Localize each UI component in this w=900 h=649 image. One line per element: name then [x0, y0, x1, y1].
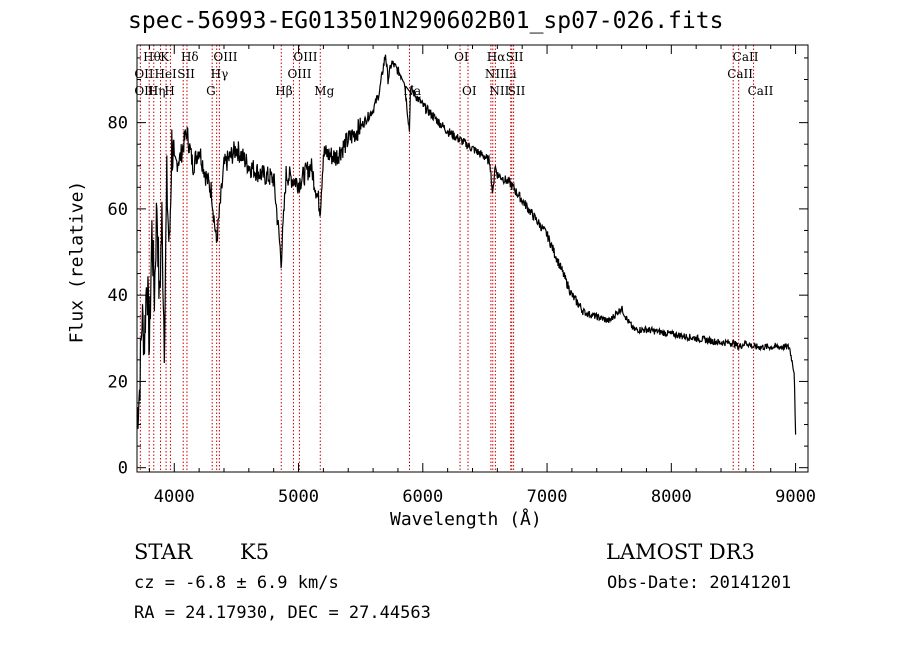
spectral-line-label: CaII	[733, 50, 759, 64]
y-tick-label: 60	[108, 200, 128, 220]
x-tick-label: 6000	[402, 487, 443, 507]
spectral-line-label: Mg	[314, 84, 334, 98]
y-axis-label: Flux (relative)	[66, 180, 88, 344]
y-axis-ticks: 0 20 40 60 80	[108, 57, 808, 479]
spectral-line-label: NII	[485, 67, 505, 81]
spectral-line-label: CaII	[727, 67, 753, 81]
x-tick-label: 7000	[527, 487, 568, 507]
survey-name: LAMOST DR3	[606, 540, 755, 564]
spectral-line-label: H	[164, 84, 174, 98]
coordinates: RA = 24.17930, DEC = 27.44563	[134, 603, 431, 623]
spectral-line-label: NII	[489, 84, 509, 98]
spectrum-line	[136, 54, 797, 435]
spectral-line-label: K	[160, 50, 170, 64]
y-tick-label: 80	[108, 114, 128, 134]
spectral-line-label: OI	[454, 50, 469, 64]
x-tick-label: 4000	[154, 487, 195, 507]
spectral-line-label: Li	[505, 67, 517, 81]
x-axis-ticks: 4000 5000 6000 7000 8000 9000	[148, 45, 816, 507]
object-class: STAR	[134, 540, 193, 564]
y-tick-label: 0	[118, 459, 128, 479]
spectral-line-label: Hβ	[275, 84, 292, 98]
spectral-line-label: Hδ	[181, 50, 199, 64]
spectral-line-markers	[139, 45, 755, 472]
x-tick-label: 9000	[775, 487, 816, 507]
spectral-line-label: SII	[506, 50, 524, 64]
spectral-line-label: Hα	[487, 50, 506, 64]
chart-title: spec-56993-EG013501N290602B01_sp07-026.f…	[128, 8, 724, 34]
spectral-line-label: OII	[134, 67, 154, 81]
x-axis-label: Wavelength (Å)	[390, 509, 542, 530]
spectral-line-label: Hγ	[211, 67, 229, 81]
spectral-line-label: OIII	[293, 50, 317, 64]
spectral-line-label: OI	[462, 84, 477, 98]
x-tick-label: 8000	[651, 487, 692, 507]
spectral-line-label: CaII	[748, 84, 774, 98]
spectral-line-label: Hη	[148, 84, 166, 98]
spectral-line-label: SII	[177, 67, 195, 81]
redshift-cz: cz = -6.8 ± 6.9 km/s	[134, 573, 339, 593]
spectral-line-label: G	[206, 84, 216, 98]
y-tick-label: 40	[108, 286, 128, 306]
obs-date: Obs-Date: 20141201	[607, 573, 792, 593]
object-subclass: K5	[240, 540, 270, 564]
spectral-line-label: OIII	[287, 67, 311, 81]
plot-frame	[136, 44, 809, 473]
spectral-line-label: Hθ	[143, 50, 161, 64]
spectral-line-label: HeI	[154, 67, 177, 81]
spectral-line-label: SII	[508, 84, 526, 98]
spectral-line-label: OIII	[213, 50, 237, 64]
y-tick-label: 20	[108, 372, 128, 392]
x-tick-label: 5000	[278, 487, 319, 507]
spectral-line-label: OIII	[134, 84, 158, 98]
